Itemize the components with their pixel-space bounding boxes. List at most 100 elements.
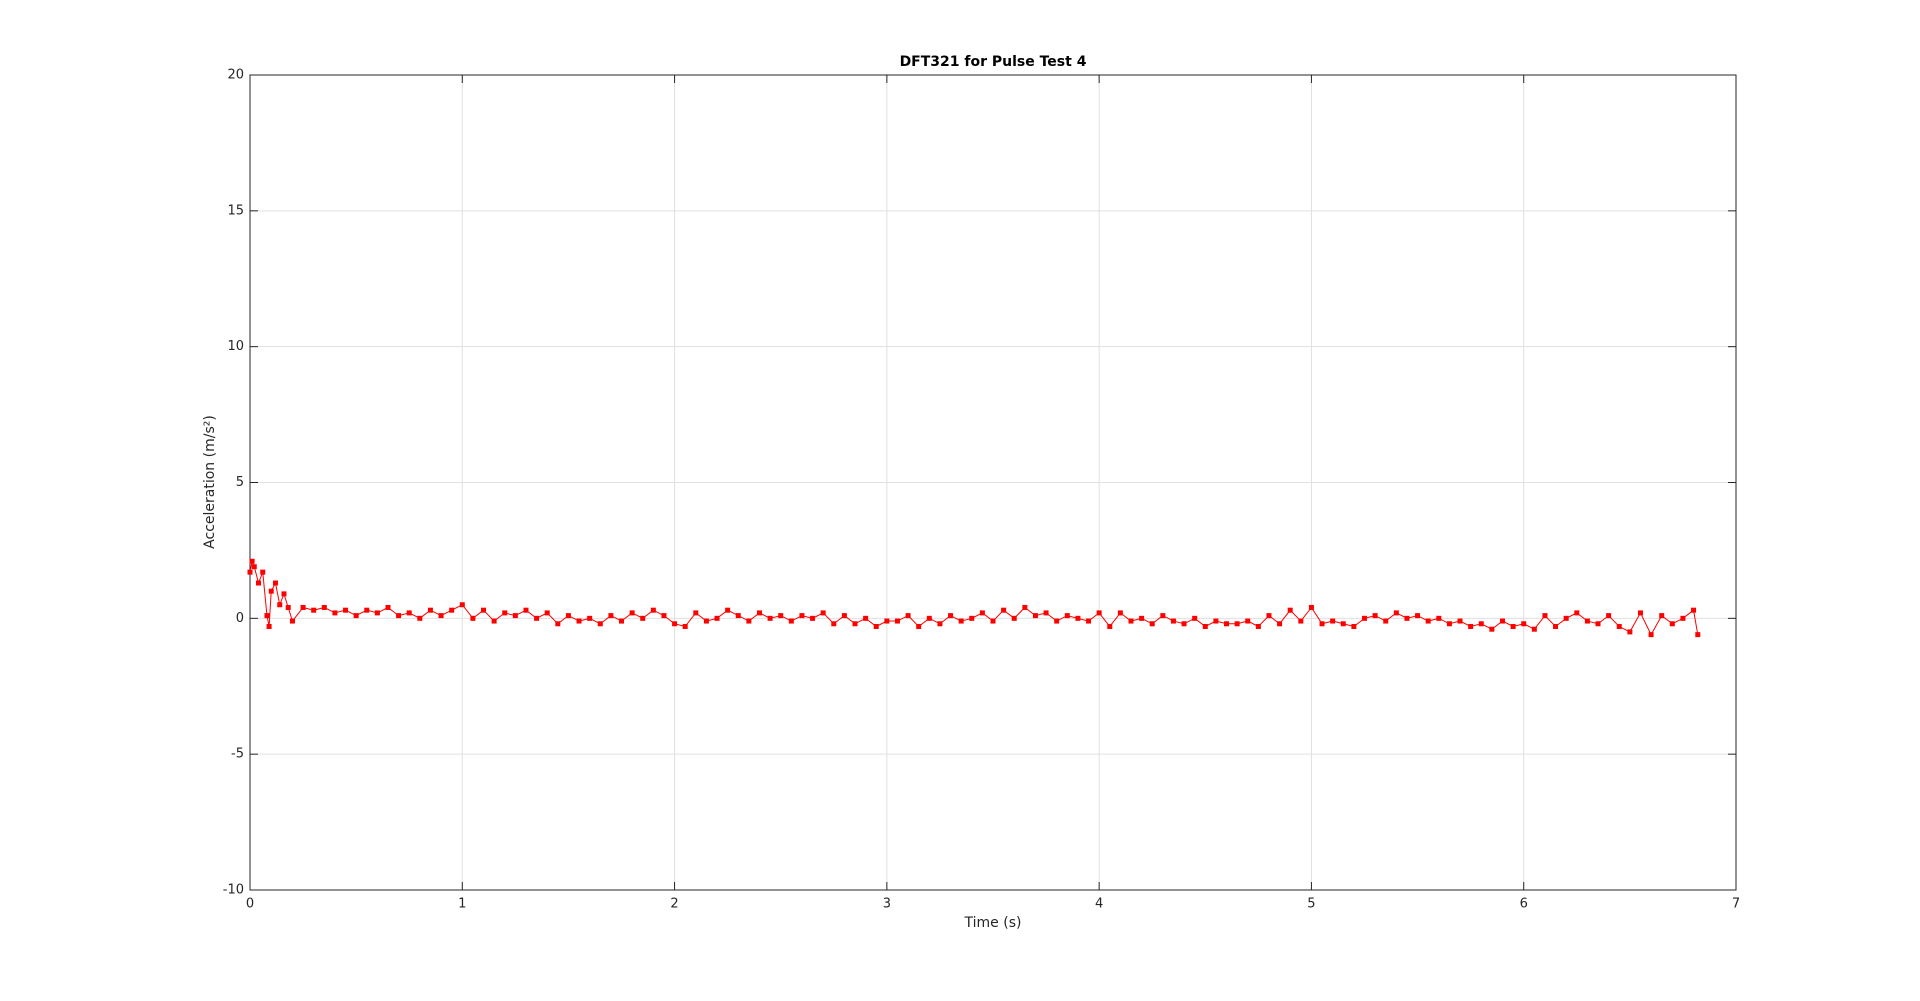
data-point [534,615,540,621]
x-axis-label: Time (s) [964,915,1022,931]
data-point [406,610,412,616]
x-tick-label: 0 [246,897,254,912]
data-point [1054,618,1060,624]
data-point [481,607,487,613]
data-point [1595,621,1601,627]
data-point [289,618,295,624]
data-point [470,615,476,621]
data-point [1648,632,1654,638]
data-point [1446,621,1452,627]
data-point [1181,621,1187,627]
data-point [1234,621,1240,627]
data-point [926,615,932,621]
data-point [725,607,731,613]
data-point [778,613,784,619]
data-point [1489,626,1495,632]
data-point [321,604,327,610]
data-point [1001,607,1007,613]
data-point [820,610,826,616]
data-point [249,558,255,564]
data-point [682,623,688,629]
data-point [1436,615,1442,621]
data-point [1383,618,1389,624]
data-point [1340,621,1346,627]
data-point [788,618,794,624]
data-point [1255,623,1261,629]
data-point [1362,615,1367,621]
axes-box [249,74,1737,891]
data-point [343,607,349,613]
data-point [1563,615,1569,621]
data-point [1245,618,1251,624]
x-tick-label: 3 [883,897,891,912]
data-point [1287,607,1293,613]
data-point [884,618,890,624]
data-point [863,615,869,621]
data-point [300,604,306,610]
data-point [1659,613,1665,619]
data-point [311,607,317,613]
data-point [735,613,741,619]
data-point [1043,610,1049,616]
data-point [1616,623,1622,629]
data-point [1637,610,1643,616]
data-point [576,618,582,624]
data-point [251,564,257,570]
data-point [523,607,529,613]
y-tick-label: 5 [236,475,244,490]
data-point [799,613,805,619]
data-point [1457,618,1463,624]
x-tick-label: 2 [670,897,678,912]
data-point [1695,632,1701,638]
data-point [1213,618,1219,624]
data-point [1139,615,1145,621]
data-point [1510,623,1516,629]
data-point [449,607,455,613]
data-point [1425,618,1431,624]
data-point [353,613,359,619]
data-point [1415,613,1421,619]
x-tick-label: 4 [1095,897,1103,912]
x-tick-label: 5 [1307,897,1315,912]
data-point [1606,613,1612,619]
data-point [1330,618,1336,624]
data-point [491,618,497,624]
data-point [810,615,816,621]
data-point [650,607,656,613]
data-point [894,618,900,624]
data-point [255,580,261,586]
data-point [1075,615,1081,621]
data-point [693,610,699,616]
data-point [629,610,635,616]
data-point [1192,615,1198,621]
data-point [396,613,402,619]
data-point [364,607,370,613]
data-point [597,621,603,627]
x-tick-label: 6 [1520,897,1528,912]
data-point [979,610,985,616]
data-point [1468,623,1474,629]
data-point [661,613,667,619]
y-tick-label: -10 [223,883,244,898]
data-point [268,588,274,594]
data-point [1691,607,1697,613]
data-point [1011,615,1017,621]
data-point [266,623,272,629]
data-point [1542,613,1548,619]
data-point [1669,621,1675,627]
data-point [916,623,922,629]
data-point [1521,621,1527,627]
y-tick-label: 15 [227,203,244,218]
data-point [905,613,911,619]
data-point [714,615,720,621]
x-tick-label: 1 [458,897,466,912]
data-point [565,613,571,619]
data-point [619,618,624,624]
data-point [1086,618,1092,624]
data-point [1351,623,1357,629]
data-point [502,610,508,616]
y-axis-label: Acceleration (m/s²) [202,415,218,549]
